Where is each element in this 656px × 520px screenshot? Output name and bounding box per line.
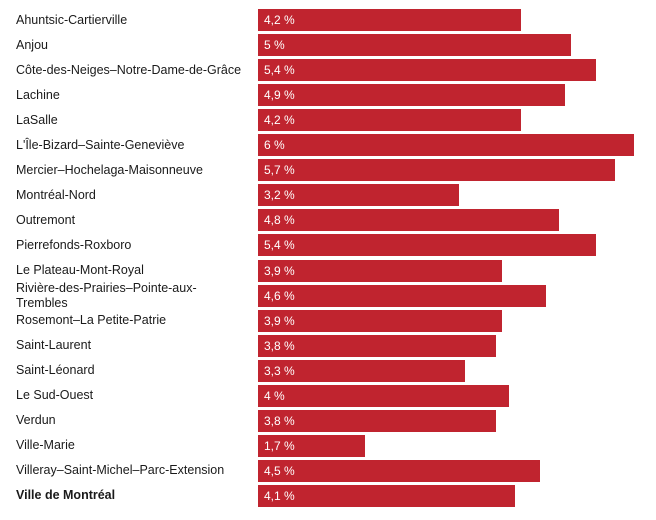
value-label: 3,8 % (264, 338, 295, 353)
chart-row: Pierrefonds-Roxboro 5,4 % (0, 234, 656, 257)
category-label: Outremont (16, 212, 76, 227)
bar: 4,8 % (258, 209, 559, 232)
value-label: 3,9 % (264, 263, 295, 278)
bar: 5 % (258, 34, 572, 57)
category-label: Ville de Montréal (16, 488, 116, 503)
bar: 6 % (258, 134, 634, 157)
chart-row: Rosemont–La Petite-Patrie 3,9 % (0, 309, 656, 332)
bar: 4 % (258, 384, 509, 407)
chart-row: Mercier–Hochelaga-Maisonneuve 5,7 % (0, 159, 656, 182)
bar: 5,4 % (258, 234, 597, 257)
chart-row: Outremont 4,8 % (0, 209, 656, 232)
value-label: 3,3 % (264, 363, 295, 378)
chart-row: Le Sud-Ouest 4 % (0, 384, 656, 407)
chart-row: Saint-Léonard 3,3 % (0, 359, 656, 382)
chart-row: Lachine 4,9 % (0, 84, 656, 107)
value-label: 3,2 % (264, 188, 295, 203)
value-label: 3,8 % (264, 413, 295, 428)
value-label: 1,7 % (264, 438, 295, 453)
chart-row: Anjou 5 % (0, 34, 656, 57)
category-label: Mercier–Hochelaga-Maisonneuve (16, 162, 203, 177)
bar: 4,2 % (258, 9, 522, 31)
category-label: Villeray–Saint-Michel–Parc-Extension (16, 463, 225, 478)
category-label: Ville-Marie (16, 438, 75, 453)
value-label: 4,9 % (264, 88, 295, 103)
bar: 4,6 % (258, 284, 547, 307)
chart-row: LaSalle 4,2 % (0, 109, 656, 132)
category-label: Verdun (16, 413, 56, 428)
chart-row: Ahuntsic-Cartierville 4,2 % (0, 9, 656, 31)
category-label: Le Sud-Ouest (16, 388, 94, 403)
value-label: 5,4 % (264, 238, 295, 253)
bar: 4,9 % (258, 84, 566, 107)
bar: 3,9 % (258, 259, 503, 282)
bar: 5,4 % (258, 59, 597, 82)
bar: 3,2 % (258, 184, 459, 207)
category-label: Anjou (16, 37, 48, 52)
bar: 3,8 % (258, 334, 497, 357)
bar: 3,9 % (258, 309, 503, 332)
category-label: L'Île-Bizard–Sainte-Geneviève (16, 137, 185, 152)
bar: 3,8 % (258, 409, 497, 432)
value-label: 4,2 % (264, 113, 295, 128)
value-label: 4,1 % (264, 488, 295, 503)
category-label: Le Plateau-Mont-Royal (16, 263, 144, 277)
chart-row: Le Plateau-Mont-Royal 3,9 % (0, 259, 656, 282)
bar: 5,7 % (258, 159, 616, 182)
value-label: 4,2 % (264, 13, 295, 27)
category-label: Lachine (16, 87, 60, 102)
chart-row: Rivière-des-Prairies–Pointe-aux-Trembles… (0, 281, 656, 310)
chart-row: Saint-Laurent 3,8 % (0, 334, 656, 357)
bar: 4,2 % (258, 109, 522, 132)
chart-row: Ville-Marie 1,7 % (0, 434, 656, 457)
chart-row: Côte-des-Neiges–Notre-Dame-de-Grâce 5,4 % (0, 59, 656, 82)
bar: 4,5 % (258, 459, 540, 482)
value-label: 3,9 % (264, 313, 295, 328)
chart-row: Ville de Montréal 4,1 % (0, 484, 656, 507)
value-label: 5,4 % (264, 63, 295, 78)
chart-row: Montréal-Nord 3,2 % (0, 184, 656, 207)
bar: 1,7 % (258, 434, 365, 457)
category-label: Pierrefonds-Roxboro (16, 237, 132, 252)
category-label: Saint-Léonard (16, 363, 95, 378)
value-label: 5 % (264, 38, 285, 53)
bar: 4,1 % (258, 484, 515, 507)
category-label: Montréal-Nord (16, 187, 96, 202)
chart-row: Villeray–Saint-Michel–Parc-Extension 4,5 … (0, 459, 656, 482)
category-label: Ahuntsic-Cartierville (16, 12, 128, 27)
category-label: Rivière-des-Prairies–Pointe-aux-Trembles (16, 280, 197, 310)
chart-row: L'Île-Bizard–Sainte-Geneviève 6 % (0, 134, 656, 157)
value-label: 4,8 % (264, 213, 295, 228)
category-label: Saint-Laurent (16, 338, 92, 353)
chart-row: Verdun 3,8 % (0, 409, 656, 432)
value-label: 5,7 % (264, 163, 295, 178)
value-label: 4,5 % (264, 463, 295, 478)
bar: 3,3 % (258, 359, 465, 382)
category-label: LaSalle (16, 112, 58, 127)
value-label: 6 % (264, 138, 285, 153)
category-label: Côte-des-Neiges–Notre-Dame-de-Grâce (16, 62, 242, 77)
value-label: 4,6 % (264, 288, 295, 303)
category-label: Rosemont–La Petite-Patrie (16, 313, 167, 328)
value-label: 4 % (264, 388, 285, 403)
